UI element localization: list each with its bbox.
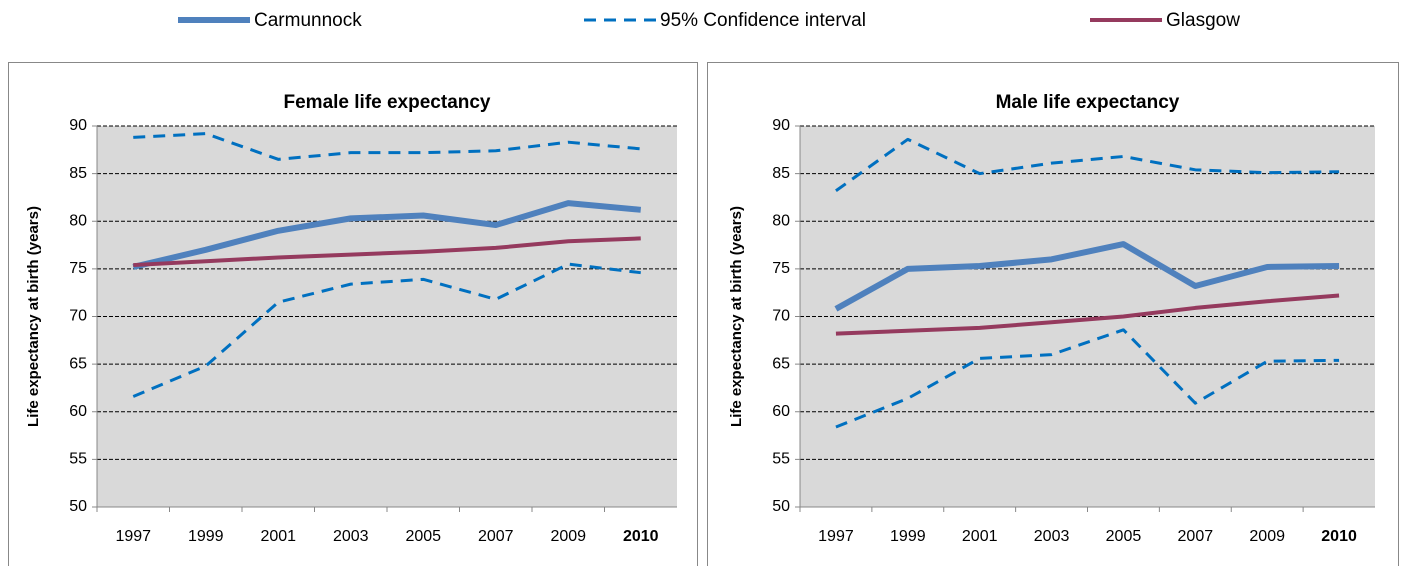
- y-tick-label: 75: [772, 260, 790, 277]
- y-tick-label: 50: [772, 498, 790, 515]
- series-line: [835, 328, 1340, 429]
- legend-label: Glasgow: [1166, 10, 1240, 31]
- y-axis-label: Life expectancy at birth (years): [25, 206, 42, 427]
- x-tick-label: 2007: [1178, 528, 1214, 545]
- x-tick-label: 1999: [188, 528, 224, 545]
- series-line: [834, 241, 1340, 312]
- x-tick-label: 1999: [890, 528, 926, 545]
- x-tick-label: 2010: [623, 528, 659, 545]
- y-tick-label: 60: [772, 403, 790, 420]
- y-tick-label: 90: [772, 117, 790, 134]
- y-tick-label: 65: [772, 355, 790, 372]
- y-tick-label: 80: [69, 212, 87, 229]
- series-line: [835, 293, 1340, 336]
- legend-label: 95% Confidence interval: [660, 10, 866, 31]
- x-tick-label: 2009: [1249, 528, 1285, 545]
- y-tick-label: 55: [69, 451, 87, 468]
- series-line: [132, 200, 642, 270]
- series-line: [835, 137, 1340, 192]
- chart-title: Male life expectancy: [996, 92, 1180, 113]
- x-tick-label: 2010: [1321, 528, 1357, 545]
- y-tick-label: 50: [69, 498, 87, 515]
- x-tick-label: 2005: [1106, 528, 1142, 545]
- x-tick-label: 2001: [260, 528, 296, 545]
- y-tick-label: 85: [772, 165, 790, 182]
- y-tick-label: 80: [772, 212, 790, 229]
- y-tick-label: 70: [69, 308, 87, 325]
- x-tick-label: 1997: [115, 528, 151, 545]
- x-tick-label: 2005: [405, 528, 441, 545]
- legend-label: Carmunnock: [254, 10, 362, 31]
- x-tick-label: 1997: [818, 528, 854, 545]
- y-tick-label: 70: [772, 308, 790, 325]
- y-tick-label: 55: [772, 451, 790, 468]
- x-tick-label: 2009: [550, 528, 586, 545]
- series-line: [133, 236, 641, 268]
- series-line: [133, 132, 641, 161]
- x-tick-label: 2003: [1034, 528, 1070, 545]
- y-axis-label: Life expectancy at birth (years): [728, 206, 745, 427]
- y-tick-label: 85: [69, 165, 87, 182]
- x-tick-label: 2003: [333, 528, 369, 545]
- series-line: [132, 262, 641, 398]
- y-tick-label: 90: [69, 117, 87, 134]
- x-tick-label: 2001: [962, 528, 998, 545]
- y-tick-label: 60: [69, 403, 87, 420]
- y-tick-label: 75: [69, 260, 87, 277]
- x-tick-label: 2007: [478, 528, 514, 545]
- chart-title: Female life expectancy: [284, 92, 491, 113]
- plot-area: [800, 126, 1375, 507]
- y-tick-label: 65: [69, 355, 87, 372]
